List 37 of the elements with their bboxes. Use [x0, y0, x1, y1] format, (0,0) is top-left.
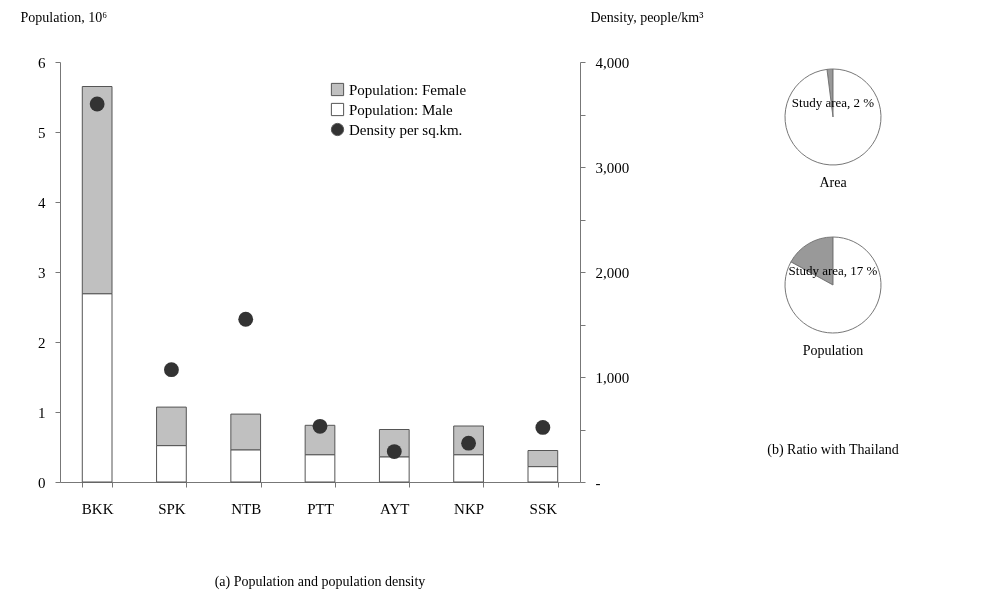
text: Area: [819, 175, 848, 190]
text: Population: [802, 343, 864, 358]
y2-tick-label: 2,000: [595, 264, 630, 281]
data-label: Study area, 17 %: [788, 263, 878, 278]
y-tick-label: 6: [38, 54, 46, 71]
legend-label: Population: Male: [349, 101, 454, 118]
y-tick-label: 3: [38, 264, 46, 281]
data-label: Study area, 2 %: [791, 95, 875, 110]
x-tick-label: BKK: [81, 500, 114, 517]
y-tick-label: 4: [38, 194, 46, 211]
point: [238, 311, 254, 327]
y-tick-label: 0: [38, 474, 46, 491]
y-tick-label: 1: [38, 404, 46, 421]
x-tick-label: PTT: [307, 500, 334, 517]
legend-label: Population: Female: [349, 81, 467, 98]
pie-slice: [784, 236, 882, 334]
y-tick-label: 2: [38, 334, 46, 351]
y2-tick-label: 1,000: [595, 369, 630, 386]
x-tick-label: NKP: [454, 500, 485, 517]
text: (a) Population and population density: [214, 574, 426, 590]
x-tick-label: SSK: [529, 500, 558, 517]
text: (b) Ratio with Thailand: [767, 442, 899, 458]
legend-label: Density per sq.km.: [349, 121, 463, 138]
x-tick-label: AYT: [380, 500, 410, 517]
point: [312, 418, 328, 434]
point: [89, 96, 105, 112]
y-tick-label: 5: [38, 124, 46, 141]
y2-tick-label: -: [595, 474, 601, 491]
y2-axis-title: Density, people/km³: [590, 9, 704, 25]
x-tick-label: NTB: [231, 500, 262, 517]
y-axis-title: Population, 10⁶: [20, 9, 108, 25]
point: [164, 362, 179, 378]
y2-tick-label: 4,000: [595, 54, 630, 71]
pie-slice: [784, 68, 882, 166]
y2-tick-label: 3,000: [595, 159, 630, 176]
x-tick-label: SPK: [158, 500, 186, 517]
point: [535, 420, 551, 435]
